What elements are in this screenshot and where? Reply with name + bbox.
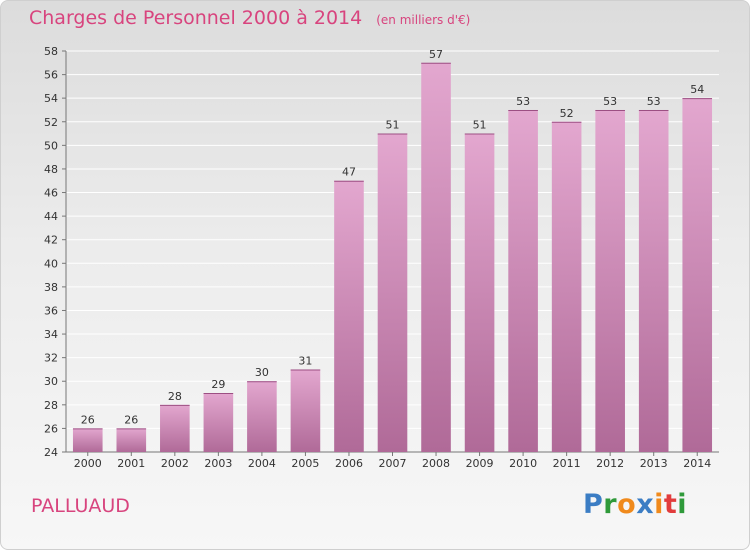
bar-2008 (421, 62, 451, 452)
y-tick-label: 58 (44, 45, 58, 58)
y-tick-label: 50 (44, 139, 58, 152)
data-label-2011: 52 (560, 107, 574, 120)
bar-2013 (638, 109, 669, 453)
y-tick-label: 24 (44, 446, 58, 459)
bar-2006 (334, 180, 364, 452)
bar-2005 (290, 369, 321, 452)
data-label-2000: 26 (81, 413, 95, 426)
x-tick-label-2006: 2006 (335, 457, 363, 470)
x-tick-label-2013: 2013 (640, 457, 668, 470)
y-tick-label: 52 (44, 116, 58, 129)
bar-2003 (203, 393, 234, 452)
x-tick-label-2000: 2000 (74, 457, 102, 470)
data-label-2014: 54 (690, 83, 704, 96)
brand-logo-letter: t (663, 489, 678, 520)
brand-logo-letter: i (677, 489, 688, 520)
brand-logo-letter: i (654, 489, 664, 520)
y-tick-label: 56 (44, 69, 58, 82)
chart-title: Charges de Personnel 2000 à 2014 (en mill… (29, 7, 470, 29)
data-label-2013: 53 (647, 95, 661, 108)
x-tick-label-2010: 2010 (509, 457, 537, 470)
bar-2001 (116, 428, 147, 452)
x-tick-label-2011: 2011 (553, 457, 581, 470)
bar-2012 (595, 109, 625, 453)
bar-2007 (377, 133, 408, 452)
bar-2002 (160, 404, 190, 452)
bar-2000 (72, 428, 103, 452)
data-label-2009: 51 (473, 119, 487, 132)
label-layer: 26 26 28 29 30 31 47 51 57 51 53 52 53 53 54 (81, 48, 704, 427)
y-tick-label: 40 (44, 257, 58, 270)
y-tick-label: 54 (44, 92, 58, 105)
x-tick-label-2004: 2004 (248, 457, 276, 470)
data-label-2010: 53 (516, 95, 530, 108)
data-label-2001: 26 (124, 413, 138, 426)
data-label-2008: 57 (429, 48, 443, 61)
brand-logo-letter: o (617, 489, 637, 520)
data-label-2004: 30 (255, 366, 269, 379)
y-tick-label: 38 (44, 281, 58, 294)
data-label-2012: 53 (603, 95, 617, 108)
x-tick-label-2008: 2008 (422, 457, 450, 470)
bar-2011 (551, 121, 582, 452)
y-tick-label: 30 (44, 375, 58, 388)
data-label-2002: 28 (168, 390, 182, 403)
brand-logo: Proxiti (583, 489, 687, 520)
chart-subtitle: (en milliers d'€) (376, 13, 471, 27)
bar-layer (72, 62, 713, 453)
data-label-2006: 47 (342, 166, 356, 179)
y-tick-label: 44 (44, 210, 58, 223)
axis-layer: 24 26 28 30 32 34 36 38 40 42 44 46 48 50 52 54 56 58 2000… (44, 45, 719, 470)
data-label-2005: 31 (298, 354, 312, 367)
y-tick-label: 28 (44, 399, 58, 412)
y-tick-label: 32 (44, 352, 58, 365)
x-tick-label-2001: 2001 (117, 457, 145, 470)
brand-logo-letter: x (636, 489, 655, 520)
y-tick-label: 48 (44, 163, 58, 176)
y-tick-label: 26 (44, 422, 58, 435)
y-tick-label: 34 (44, 328, 58, 341)
y-tick-label: 42 (44, 234, 58, 247)
data-label-2007: 51 (386, 119, 400, 132)
x-tick-label-2009: 2009 (466, 457, 494, 470)
brand-logo-letter: P (583, 489, 604, 520)
x-tick-label-2003: 2003 (204, 457, 232, 470)
bar-2004 (247, 381, 277, 452)
x-tick-label-2002: 2002 (161, 457, 189, 470)
y-tick-label: 36 (44, 304, 58, 317)
bar-2010 (508, 109, 538, 453)
x-tick-label-2007: 2007 (379, 457, 407, 470)
data-label-2003: 29 (211, 378, 225, 391)
x-tick-label-2012: 2012 (596, 457, 624, 470)
chart-title-text: Charges de Personnel 2000 à 2014 (29, 7, 363, 29)
y-tick-label: 46 (44, 187, 58, 200)
bar-2009 (464, 133, 495, 452)
x-tick-label-2005: 2005 (291, 457, 319, 470)
brand-logo-letter: r (603, 489, 618, 520)
place-name: PALLUAUD (31, 495, 130, 517)
bar-2014 (682, 98, 713, 453)
x-tick-label-2014: 2014 (683, 457, 711, 470)
